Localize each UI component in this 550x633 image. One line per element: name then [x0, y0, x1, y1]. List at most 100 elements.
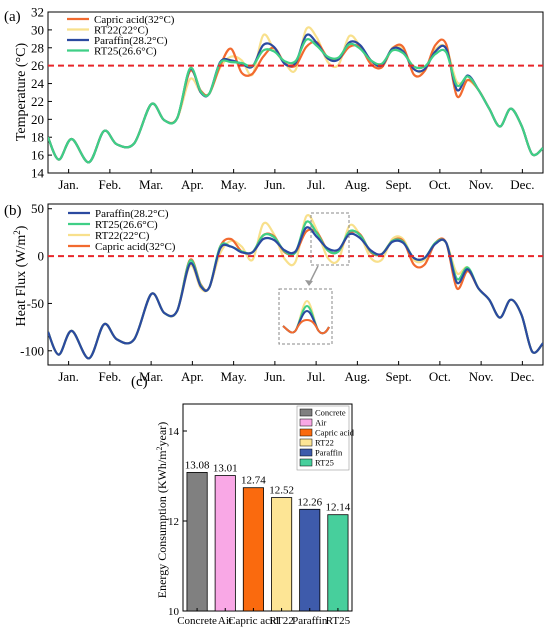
panel-b-inset-frame: [278, 288, 333, 345]
panel-a-ytick-label: 32: [31, 5, 44, 20]
panel-a-xtick-label: May.: [221, 177, 247, 192]
panel-b-xtick-label: Dec.: [510, 369, 534, 384]
panel-c-legend-swatch: [299, 458, 313, 467]
panel-a-xtick-label: Sept.: [385, 177, 411, 192]
panel-c-bar: [186, 471, 208, 612]
panel-a-label: (a): [4, 9, 21, 25]
panel-c-bar: [271, 497, 293, 612]
panel-b-xtick-label: Sept.: [385, 369, 411, 384]
panel-c-category-label: RT25: [326, 615, 351, 627]
panel-c-legend-label: Paraffin: [315, 448, 343, 458]
panel-b-ylabel: Heat Flux (W/m2): [12, 225, 29, 326]
panel-a-ytick-label: 20: [31, 112, 44, 127]
panel-b-zoom-inset: [278, 288, 333, 345]
panel-a-ytick-label: 26: [31, 58, 45, 73]
panel-b-xtick-label: Aug.: [345, 369, 371, 384]
panel-b-xtick-label: Apr.: [181, 369, 204, 384]
panel-b-legend-label: Capric acid(32°C): [95, 241, 176, 253]
panel-c-ytick-label: 14: [168, 426, 180, 438]
panel-a-legend-label: Paraffin(28.2°C): [94, 35, 168, 47]
panel-a-ytick-label: 30: [31, 22, 44, 37]
panel-a-xtick-label: Aug.: [345, 177, 371, 192]
panel-b-xtick-label: Nov.: [469, 369, 494, 384]
panel-c-legend-swatch: [299, 408, 313, 417]
panel-b-inset-series-line: [282, 318, 330, 335]
panel-a-plot-frame: [47, 11, 544, 174]
panel-c-legend-label: RT22: [315, 438, 334, 448]
panel-a-series-line: [48, 38, 543, 164]
panel-c-ytick-label: 10: [168, 606, 180, 618]
panel-a-ylabel: Temperature (°C): [14, 43, 29, 142]
panel-c-value-label: 12.52: [269, 485, 294, 497]
panel-a-xtick-label: Feb.: [99, 177, 122, 192]
panel-b-xtick-label: Jan.: [58, 369, 79, 384]
panel-a-series-group: [48, 26, 543, 164]
panel-a-xtick-label: Jan.: [58, 177, 79, 192]
panel-c-value-label: 12.74: [241, 475, 266, 487]
panel-c-legend-label: Concrete: [315, 408, 346, 418]
panel-b-series-line: [48, 226, 543, 360]
panel-a-xtick-label: Apr.: [181, 177, 204, 192]
panel-c-plot-frame: [182, 403, 353, 612]
panel-a-legend-label: RT25(26.6°C): [94, 46, 157, 58]
panel-b-ytick-label: 50: [31, 201, 44, 216]
panel-b-ytick-label: -50: [27, 296, 44, 311]
panel-c-energy-consumption: (c) Energy Consumption (KWh/m2year) 10 12…: [131, 374, 355, 627]
panel-a-ytick-label: 28: [31, 40, 44, 55]
panel-b-legend-label: RT25(26.6°C): [95, 219, 158, 231]
panel-c-category-label: RT22: [269, 615, 293, 627]
panel-a-xtick-label: Mar.: [139, 177, 163, 192]
panel-c-category-label: Capric acid: [228, 615, 279, 627]
panel-a-ytick-label: 22: [31, 94, 44, 109]
panel-c-legend-label: Air: [315, 418, 327, 428]
panel-c-label: (c): [131, 374, 148, 390]
panel-c-category-label: Concrete: [177, 615, 217, 627]
panel-a-legend-label: RT22(22°C): [94, 25, 149, 37]
panel-c-legend-label: Capric acid: [315, 428, 355, 438]
panel-a-ytick-label: 14: [31, 166, 45, 181]
panel-b-series-group: [48, 214, 543, 360]
panel-c-value-label: 12.14: [326, 502, 351, 514]
panel-c-legend-swatch: [299, 438, 313, 447]
panel-c-ytick-label: 12: [168, 516, 179, 528]
panel-b-plot-frame: [47, 203, 544, 366]
panel-b-xtick-label: Mar.: [139, 369, 163, 384]
panel-a-xtick-label: Oct.: [429, 177, 451, 192]
panel-a-legend-label: Capric acid(32°C): [94, 14, 175, 26]
panel-c-value-label: 13.08: [185, 459, 210, 471]
panel-a-xtick-label: Jul.: [307, 177, 325, 192]
panel-c-bar: [299, 508, 321, 612]
panel-b-zoom-box: [310, 212, 350, 266]
panel-c-legend-swatch: [299, 448, 313, 457]
panel-a-xtick-label: Dec.: [510, 177, 534, 192]
panel-c-legend-swatch: [299, 418, 313, 427]
panel-b-legend-label: Paraffin(28.2°C): [95, 208, 169, 220]
panel-b-xtick-label: Feb.: [99, 369, 122, 384]
panel-b-inset-series-line: [282, 309, 330, 335]
panel-a-temperature: (a) Temperature (°C) 14 16 18 20 22 24 26 28 30 3…: [4, 5, 544, 192]
panel-c-category-label: Paraffin: [292, 615, 328, 627]
panel-c-bar: [214, 475, 236, 612]
panel-a-xtick-label: Jun.: [264, 177, 285, 192]
panel-c-bar: [242, 487, 264, 612]
panel-c-bar: [327, 514, 349, 612]
panel-b-xtick-label: Jun.: [264, 369, 285, 384]
panel-b-xtick-label: Jul.: [307, 369, 325, 384]
panel-a-series-line: [48, 38, 543, 164]
panel-a-ytick-label: 24: [31, 76, 45, 91]
panel-b-xtick-label: Oct.: [429, 369, 451, 384]
panel-c-legend-swatch: [299, 428, 313, 437]
panel-c-ylabel: Energy Consumption (KWh/m2year): [155, 422, 170, 598]
panel-b-label: (b): [4, 203, 22, 219]
panel-c-value-label: 13.01: [213, 463, 238, 475]
panel-b-heat-flux: (b) Heat Flux (W/m2) -100 -50 0 50 Jan. Feb. M…: [4, 201, 544, 384]
panel-a-ytick-label: 16: [31, 148, 45, 163]
panel-b-xtick-label: May.: [221, 369, 247, 384]
panel-b-legend-label: RT22(22°C): [95, 230, 150, 242]
panel-c-value-label: 12.26: [297, 496, 322, 508]
panel-c-category-label: Air: [218, 615, 233, 627]
panel-b-zoom-arrowhead: [305, 280, 313, 286]
panel-a-xtick-label: Nov.: [469, 177, 494, 192]
panel-c-legend-label: RT25: [315, 458, 334, 468]
